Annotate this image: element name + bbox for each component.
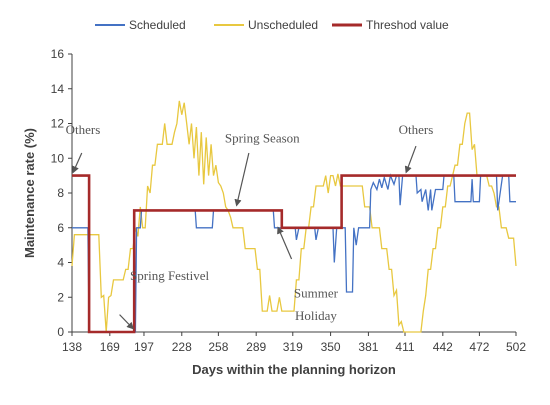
- annotation-arrow: [237, 153, 249, 205]
- y-tick-label: 16: [51, 47, 65, 61]
- annotation-arrow: [406, 146, 416, 172]
- annotation-arrow: [278, 228, 291, 259]
- annotation-arrow: [73, 153, 82, 172]
- y-tick-label: 0: [57, 325, 64, 339]
- legend-label: Unscheduled: [248, 18, 318, 32]
- x-tick-label: 381: [358, 340, 378, 354]
- annotation-label: Others: [66, 122, 101, 137]
- y-tick-label: 8: [57, 186, 64, 200]
- annotation-label: Others: [399, 122, 434, 137]
- y-tick-label: 14: [51, 82, 65, 96]
- x-tick-label: 350: [321, 340, 341, 354]
- annotation-arrow: [120, 315, 133, 329]
- x-tick-label: 138: [62, 340, 82, 354]
- legend-label: Threshod value: [366, 18, 449, 32]
- y-axis-label: Maintenance rate (%): [22, 128, 37, 258]
- x-tick-label: 258: [208, 340, 228, 354]
- x-tick-label: 289: [246, 340, 266, 354]
- x-tick-label: 169: [100, 340, 120, 354]
- legend-label: Scheduled: [129, 18, 186, 32]
- x-tick-label: 411: [395, 340, 414, 354]
- y-tick-label: 2: [57, 290, 64, 304]
- legend: Scheduled Unscheduled Threshod value: [95, 18, 449, 32]
- x-tick-label: 197: [134, 340, 154, 354]
- y-tick-label: 12: [51, 117, 65, 131]
- x-tick-label: 228: [172, 340, 192, 354]
- y-tick-label: 10: [51, 151, 65, 165]
- annotation-label: Summer: [294, 285, 339, 300]
- annotation-label: Spring Season: [225, 131, 300, 146]
- x-tick-label: 472: [469, 340, 489, 354]
- annotation-label: Holiday: [295, 308, 337, 323]
- annotation-layer: Others Spring Season Others Spring Festivel…: [66, 122, 434, 329]
- x-tick-label: 502: [506, 340, 526, 354]
- x-tick-label: 319: [283, 340, 303, 354]
- x-tick-label: 442: [433, 340, 453, 354]
- annotation-label: Spring Festivel: [130, 268, 209, 283]
- x-axis-label: Days within the planning horizon: [192, 362, 396, 377]
- y-tick-label: 4: [57, 256, 64, 270]
- y-tick-label: 6: [57, 221, 64, 235]
